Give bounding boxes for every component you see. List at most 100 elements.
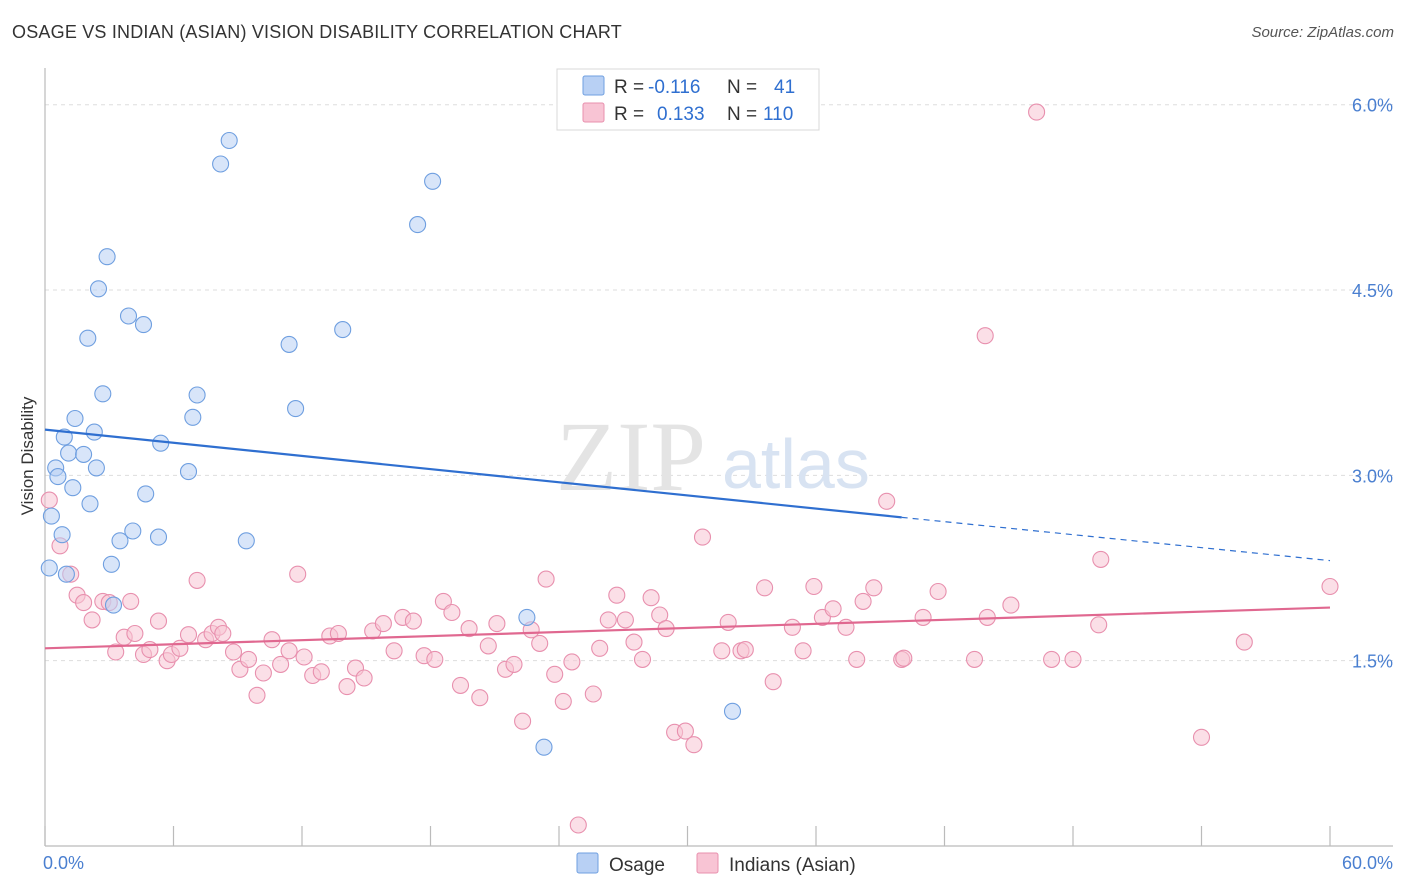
indian-point (824, 600, 842, 618)
chart-source: Source: ZipAtlas.com (1251, 24, 1394, 41)
indian-point (122, 592, 140, 610)
series-osage-points (40, 131, 742, 756)
indian-point (214, 624, 232, 643)
osage-point (85, 423, 103, 441)
y-axis-title: Vision Disability (18, 396, 37, 515)
osage-point (152, 434, 170, 452)
trend-lines (44, 428, 1331, 650)
series-indian-points (40, 103, 1339, 834)
indian-point (1043, 650, 1061, 668)
osage-point (518, 608, 536, 626)
indian-point (254, 664, 272, 682)
osage-point (723, 702, 742, 720)
indian-point (374, 615, 392, 633)
indian-point (848, 650, 866, 668)
indian-point (149, 612, 168, 630)
legend-osage-n-value: 41 (774, 77, 795, 98)
legend-indian-swatch (582, 102, 605, 123)
watermark: ZIP atlas (556, 401, 870, 512)
indian-point (633, 650, 652, 668)
indian-point (460, 620, 478, 638)
indian-point (713, 642, 731, 660)
indian-point (1192, 728, 1211, 746)
indian-point (272, 655, 290, 673)
osage-point (188, 386, 206, 404)
osage-point (75, 445, 93, 463)
legend-osage-swatch (582, 75, 605, 96)
indian-trend-line (44, 606, 1331, 650)
osage-point (87, 459, 105, 477)
x-tick-label-min: 0.0% (43, 853, 84, 873)
osage-point (98, 248, 116, 266)
osage-point (64, 479, 82, 497)
osage-point (40, 559, 58, 577)
y-axis-tick-labels: 1.5% 3.0% 4.5% 6.0% (1352, 96, 1393, 672)
indian-point (188, 571, 206, 589)
indian-point (865, 579, 883, 597)
indian-point (929, 582, 947, 601)
indian-point (505, 655, 523, 673)
indian-point (1092, 550, 1110, 568)
osage-point (334, 321, 352, 339)
osage-point (137, 485, 155, 503)
indian-point (563, 653, 581, 671)
indian-point (736, 641, 754, 659)
indian-point (338, 678, 356, 696)
indian-point (854, 592, 872, 610)
osage-point (184, 408, 202, 426)
osage-point (89, 280, 108, 298)
osage-point (79, 329, 97, 347)
indian-point (1235, 633, 1253, 651)
osage-point (212, 155, 230, 173)
indian-point (75, 594, 93, 612)
indian-point (404, 612, 422, 630)
osage-point (53, 526, 71, 544)
indian-point (179, 626, 198, 644)
legend-osage-r-label: R = (614, 77, 644, 98)
indian-point (976, 327, 994, 345)
indian-point (783, 618, 801, 636)
legend-bottom-osage-swatch (576, 852, 599, 874)
osage-point (66, 409, 84, 428)
y-tick-label: 4.5% (1352, 281, 1393, 301)
indian-point (764, 673, 782, 691)
osage-point (119, 307, 138, 325)
indian-point (546, 665, 564, 683)
osage-point (287, 400, 305, 418)
indian-point (676, 722, 694, 740)
indian-point (1002, 596, 1020, 614)
osage-point (424, 172, 442, 190)
indian-point (805, 577, 823, 596)
osage-trend-line (44, 428, 902, 519)
osage-point (220, 131, 238, 150)
indian-point (914, 608, 932, 626)
indian-point (329, 624, 347, 643)
indian-point (794, 642, 812, 660)
osage-point (124, 522, 142, 540)
indian-point (107, 643, 125, 661)
y-tick-label: 3.0% (1352, 466, 1393, 486)
indian-point (625, 633, 643, 651)
indian-point (608, 586, 626, 604)
osage-point (280, 335, 298, 353)
indian-point (616, 611, 634, 629)
axes (44, 68, 1393, 847)
x-tick-label-max: 60.0% (1342, 853, 1393, 873)
indian-point (1064, 650, 1082, 668)
osage-point (94, 385, 112, 403)
indian-point (895, 649, 913, 667)
legend-indian-r-label: R = (614, 104, 644, 125)
legend-osage-r-value: -0.116 (648, 77, 700, 98)
osage-point (81, 495, 99, 513)
indian-point (554, 692, 572, 710)
osage-point (49, 468, 67, 486)
indian-point (1090, 616, 1108, 634)
y-tick-label: 1.5% (1352, 652, 1393, 672)
indian-point (756, 579, 774, 597)
indian-point (471, 689, 489, 707)
indian-point (280, 642, 298, 660)
chart-title: OSAGE VS INDIAN (ASIAN) VISION DISABILIT… (12, 22, 622, 42)
osage-point (111, 532, 129, 550)
indian-point (569, 816, 587, 834)
